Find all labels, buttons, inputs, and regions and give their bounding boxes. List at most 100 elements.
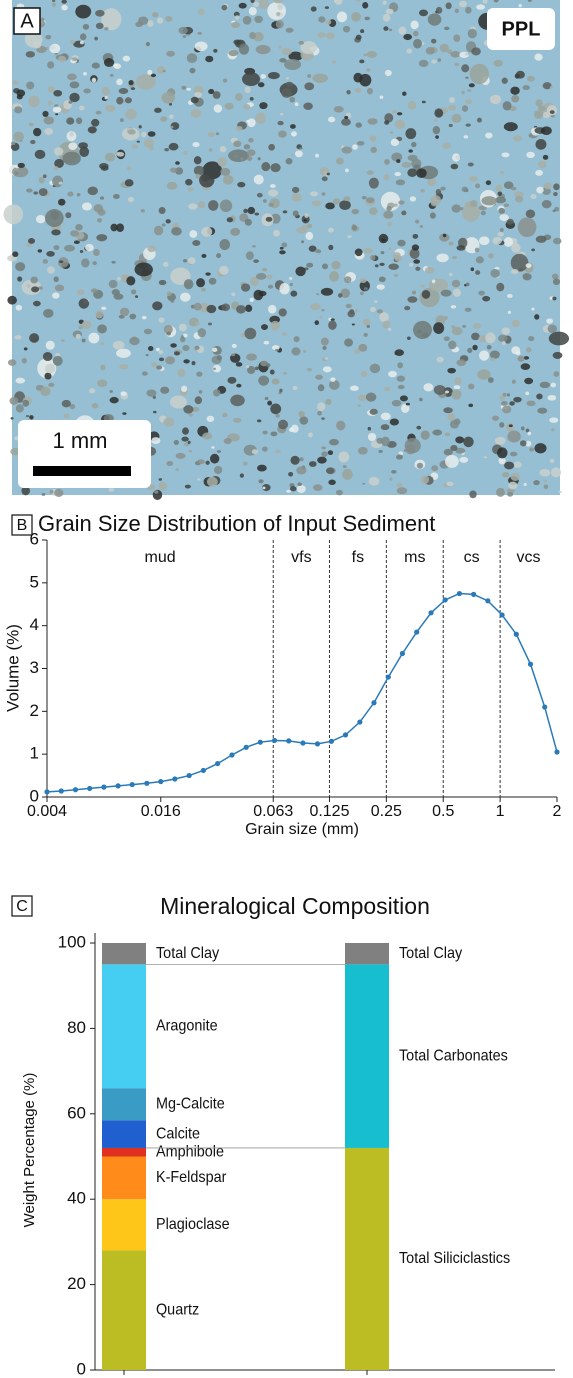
- grain: [221, 303, 231, 312]
- grain: [212, 367, 217, 370]
- grain: [429, 212, 436, 219]
- grain: [448, 241, 454, 246]
- grain: [525, 428, 530, 433]
- grain: [450, 163, 459, 170]
- grain: [258, 479, 264, 484]
- grain: [253, 31, 264, 42]
- grain: [503, 181, 514, 190]
- grain: [451, 113, 462, 123]
- grain: [88, 388, 96, 394]
- grain: [536, 186, 544, 194]
- grain: [537, 160, 547, 169]
- grain: [244, 327, 257, 340]
- y-tick-label: 0: [30, 786, 39, 805]
- grain: [110, 223, 118, 232]
- grain: [546, 318, 553, 324]
- grain: [27, 237, 36, 244]
- grain: [474, 247, 480, 253]
- grain: [154, 490, 159, 494]
- grain: [318, 16, 326, 23]
- grain: [315, 374, 323, 380]
- grain: [169, 114, 174, 119]
- grain: [251, 245, 256, 248]
- grain: [52, 292, 60, 299]
- segment-label: Total Clay: [156, 944, 220, 962]
- grain: [452, 288, 462, 297]
- grain: [267, 400, 273, 406]
- grain: [119, 118, 124, 123]
- data-point: [72, 787, 79, 793]
- grain: [53, 166, 59, 171]
- grain: [141, 371, 148, 376]
- grain: [321, 309, 325, 312]
- grain: [169, 395, 187, 409]
- data-point: [286, 738, 292, 744]
- grain: [231, 343, 237, 349]
- grain: [175, 161, 180, 165]
- grain: [362, 482, 366, 485]
- grain: [360, 370, 368, 377]
- grain: [226, 217, 234, 223]
- data-point: [229, 752, 235, 758]
- grain: [459, 456, 469, 463]
- grain: [178, 26, 188, 35]
- grain: [506, 488, 515, 494]
- grain: [262, 267, 268, 272]
- grain: [277, 120, 284, 126]
- grain: [499, 227, 504, 233]
- grain: [520, 426, 525, 431]
- grain: [313, 484, 323, 492]
- grain: [334, 0, 343, 5]
- grain: [15, 262, 26, 272]
- grain: [445, 454, 459, 468]
- data-point: [456, 590, 463, 597]
- grain: [303, 349, 307, 353]
- grain: [398, 200, 405, 205]
- grain: [405, 402, 410, 406]
- grain: [469, 63, 489, 85]
- grain: [296, 484, 306, 494]
- grain: [44, 128, 54, 135]
- grain: [38, 188, 48, 197]
- grain: [412, 233, 419, 239]
- grain: [173, 439, 179, 445]
- grain: [315, 153, 319, 158]
- grain: [345, 168, 349, 173]
- grain: [260, 74, 267, 79]
- grain: [154, 107, 162, 113]
- grain: [270, 163, 281, 173]
- grain: [210, 453, 220, 464]
- grain: [550, 467, 562, 478]
- grain: [97, 379, 108, 388]
- grain: [511, 243, 521, 253]
- grain: [75, 4, 92, 19]
- grain: [307, 432, 313, 438]
- grain: [208, 322, 212, 326]
- grain: [369, 363, 381, 374]
- grain: [79, 249, 84, 253]
- grain: [383, 26, 389, 31]
- grain: [420, 284, 425, 288]
- grain: [151, 362, 158, 368]
- grain: [248, 137, 254, 143]
- grain: [299, 457, 304, 462]
- grain: [249, 97, 254, 101]
- grain: [105, 104, 116, 112]
- grain: [481, 196, 497, 206]
- grain: [307, 74, 312, 78]
- grain: [63, 413, 70, 419]
- x-tick-label: 0.063: [253, 803, 293, 820]
- grain: [78, 105, 85, 111]
- grain: [535, 169, 543, 176]
- segment-label: Quartz: [156, 1301, 199, 1319]
- grain: [14, 171, 19, 176]
- grain: [170, 167, 178, 173]
- segment-label: Plagioclase: [156, 1215, 230, 1233]
- grain: [282, 210, 288, 214]
- grain: [376, 284, 385, 290]
- grain: [462, 202, 480, 222]
- grain: [552, 278, 560, 286]
- grain: [359, 277, 367, 284]
- grain: [137, 16, 149, 25]
- grain: [180, 292, 191, 302]
